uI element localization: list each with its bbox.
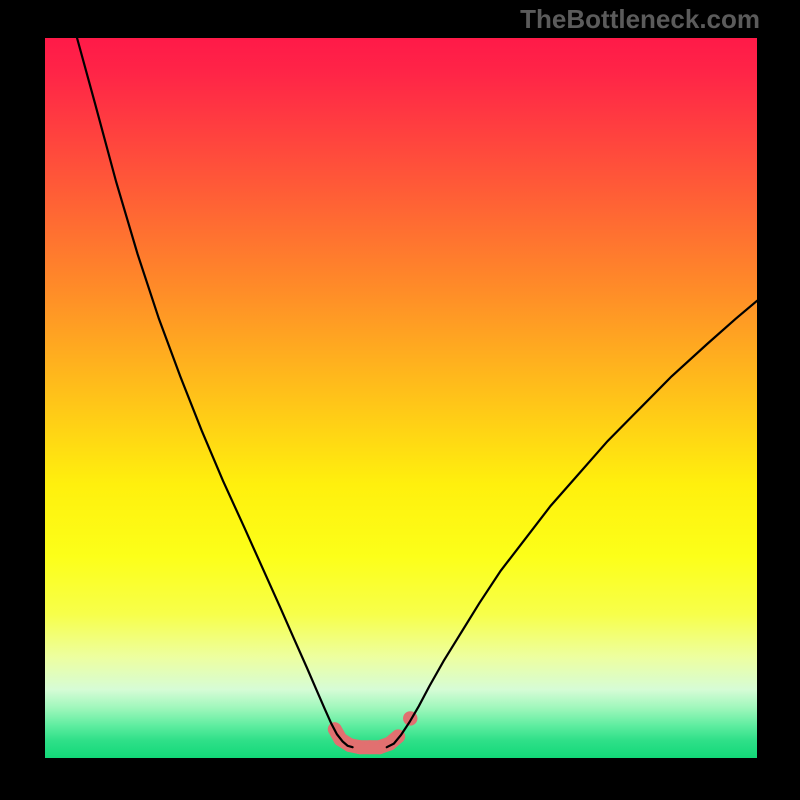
watermark-label: TheBottleneck.com: [520, 4, 760, 35]
bottleneck-curve-chart: [45, 38, 757, 758]
